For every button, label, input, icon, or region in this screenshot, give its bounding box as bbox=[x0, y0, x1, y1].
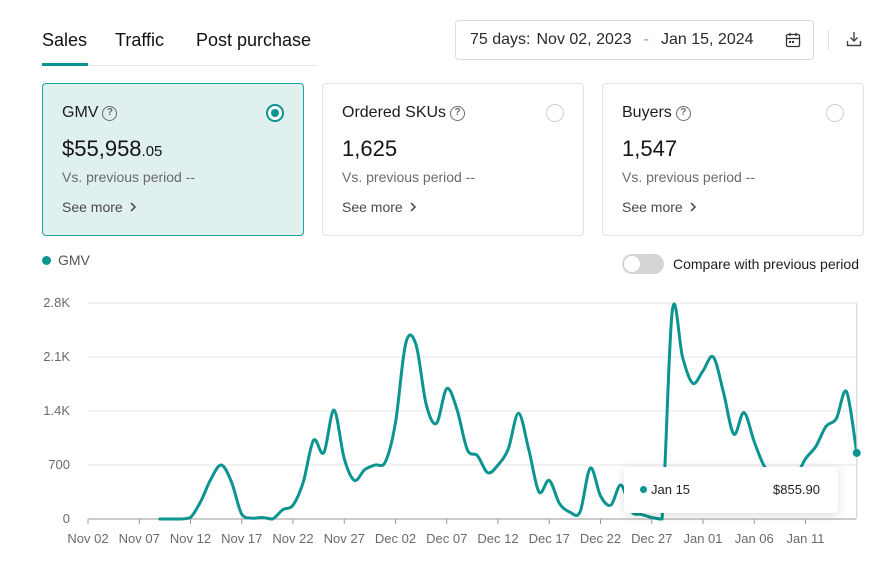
see-more-text: See more bbox=[622, 199, 683, 215]
x-tick-label: Nov 02 bbox=[67, 531, 108, 546]
card-select-radio[interactable] bbox=[826, 104, 844, 122]
chevron-right-icon bbox=[130, 202, 136, 212]
metric-card-gmv[interactable]: GMV ? $55,958.05 Vs. previous period -- … bbox=[42, 83, 304, 236]
x-tick-label: Dec 17 bbox=[529, 531, 570, 546]
series-line-gmv bbox=[158, 302, 859, 521]
date-range-start: Nov 02, 2023 bbox=[536, 31, 632, 48]
date-range-days: 75 days: bbox=[470, 31, 531, 48]
card-comparison: Vs. previous period -- bbox=[622, 169, 756, 185]
compare-toggle-label: Compare with previous period bbox=[673, 256, 859, 272]
card-select-radio[interactable] bbox=[546, 104, 564, 122]
x-tick-label: Dec 27 bbox=[631, 531, 672, 546]
legend-label: GMV bbox=[58, 252, 90, 268]
card-comparison: Vs. previous period -- bbox=[62, 169, 196, 185]
question-icon[interactable]: ? bbox=[102, 105, 118, 121]
x-tick-label: Nov 12 bbox=[170, 531, 211, 546]
card-value: 1,547 bbox=[622, 136, 678, 161]
see-more-text: See more bbox=[62, 199, 123, 215]
tab-traffic[interactable]: Traffic bbox=[115, 30, 165, 50]
date-range-end: Jan 15, 2024 bbox=[661, 31, 754, 48]
x-tick-label: Dec 12 bbox=[477, 531, 518, 546]
y-tick-label: 1.4K bbox=[43, 403, 70, 418]
chevron-right-icon bbox=[690, 202, 696, 212]
chevron-right-icon bbox=[410, 202, 416, 212]
card-value-main: 55,958 bbox=[74, 136, 142, 161]
x-tick-label: Dec 22 bbox=[580, 531, 621, 546]
calendar-icon bbox=[785, 32, 801, 48]
x-tick-label: Nov 27 bbox=[324, 531, 365, 546]
x-tick-label: Jan 06 bbox=[735, 531, 774, 546]
card-title: Ordered SKUs ? bbox=[342, 104, 466, 122]
date-range-picker[interactable]: 75 days: Nov 02, 2023 - Jan 15, 2024 bbox=[455, 20, 814, 60]
card-currency: $ bbox=[62, 136, 75, 161]
x-tick-label: Dec 02 bbox=[375, 531, 416, 546]
x-tick-label: Jan 11 bbox=[786, 531, 824, 546]
card-value-cents: .05 bbox=[141, 143, 163, 160]
card-title-text: GMV bbox=[62, 104, 99, 121]
tab-bar: Sales Traffic Post purchase bbox=[42, 28, 318, 66]
tooltip-value: $855.90 bbox=[773, 482, 820, 497]
gmv-line-chart: 0 700 1.4K 2.1K 2.8K Nov 02 Nov 07 Nov 12 Nov 1… bbox=[43, 295, 861, 546]
y-tick-label: 2.1K bbox=[43, 349, 70, 364]
card-select-radio[interactable] bbox=[266, 104, 284, 122]
metric-card-buyers[interactable]: Buyers ? 1,547 Vs. previous period -- Se… bbox=[602, 83, 864, 236]
toggle-knob bbox=[624, 256, 640, 272]
x-tick-label: Dec 07 bbox=[426, 531, 467, 546]
question-icon[interactable]: ? bbox=[675, 105, 691, 121]
legend-swatch bbox=[42, 255, 51, 265]
x-tick-label: Nov 07 bbox=[119, 531, 160, 546]
y-tick-label: 2.8K bbox=[43, 295, 70, 310]
see-more-link[interactable]: See more bbox=[622, 199, 697, 215]
card-comparison: Vs. previous period -- bbox=[342, 169, 476, 185]
tab-post-purchase[interactable]: Post purchase bbox=[196, 30, 312, 50]
download-icon[interactable] bbox=[846, 31, 862, 47]
series-point-last[interactable] bbox=[852, 448, 861, 457]
see-more-link[interactable]: See more bbox=[62, 199, 137, 215]
card-value: 1,625 bbox=[342, 136, 398, 161]
card-value: $55,958.05 bbox=[62, 136, 162, 162]
card-title-text: Buyers bbox=[622, 104, 672, 121]
x-tick-label: Jan 01 bbox=[683, 531, 722, 546]
tab-sales[interactable]: Sales bbox=[42, 30, 88, 50]
card-title: Buyers ? bbox=[622, 104, 691, 122]
tooltip-date: Jan 15 bbox=[651, 482, 691, 497]
question-icon[interactable]: ? bbox=[450, 105, 466, 121]
card-title-text: Ordered SKUs bbox=[342, 104, 447, 121]
metric-card-ordered-skus[interactable]: Ordered SKUs ? 1,625 Vs. previous period… bbox=[322, 83, 584, 236]
y-tick-label: 700 bbox=[48, 457, 70, 472]
chart-tooltip: Jan 15 $855.90 bbox=[624, 467, 838, 513]
active-tab-indicator bbox=[42, 63, 88, 66]
see-more-link[interactable]: See more bbox=[342, 199, 417, 215]
chart-legend[interactable]: GMV bbox=[42, 252, 90, 268]
x-tick-label: Nov 22 bbox=[272, 531, 313, 546]
y-tick-label: 0 bbox=[63, 511, 70, 526]
x-tick-label: Nov 17 bbox=[221, 531, 262, 546]
card-title: GMV ? bbox=[62, 104, 118, 122]
date-range-separator: - bbox=[643, 31, 649, 48]
see-more-text: See more bbox=[342, 199, 403, 215]
toolbar-divider bbox=[828, 30, 829, 50]
compare-toggle[interactable] bbox=[622, 254, 664, 274]
tooltip-swatch bbox=[640, 486, 647, 493]
